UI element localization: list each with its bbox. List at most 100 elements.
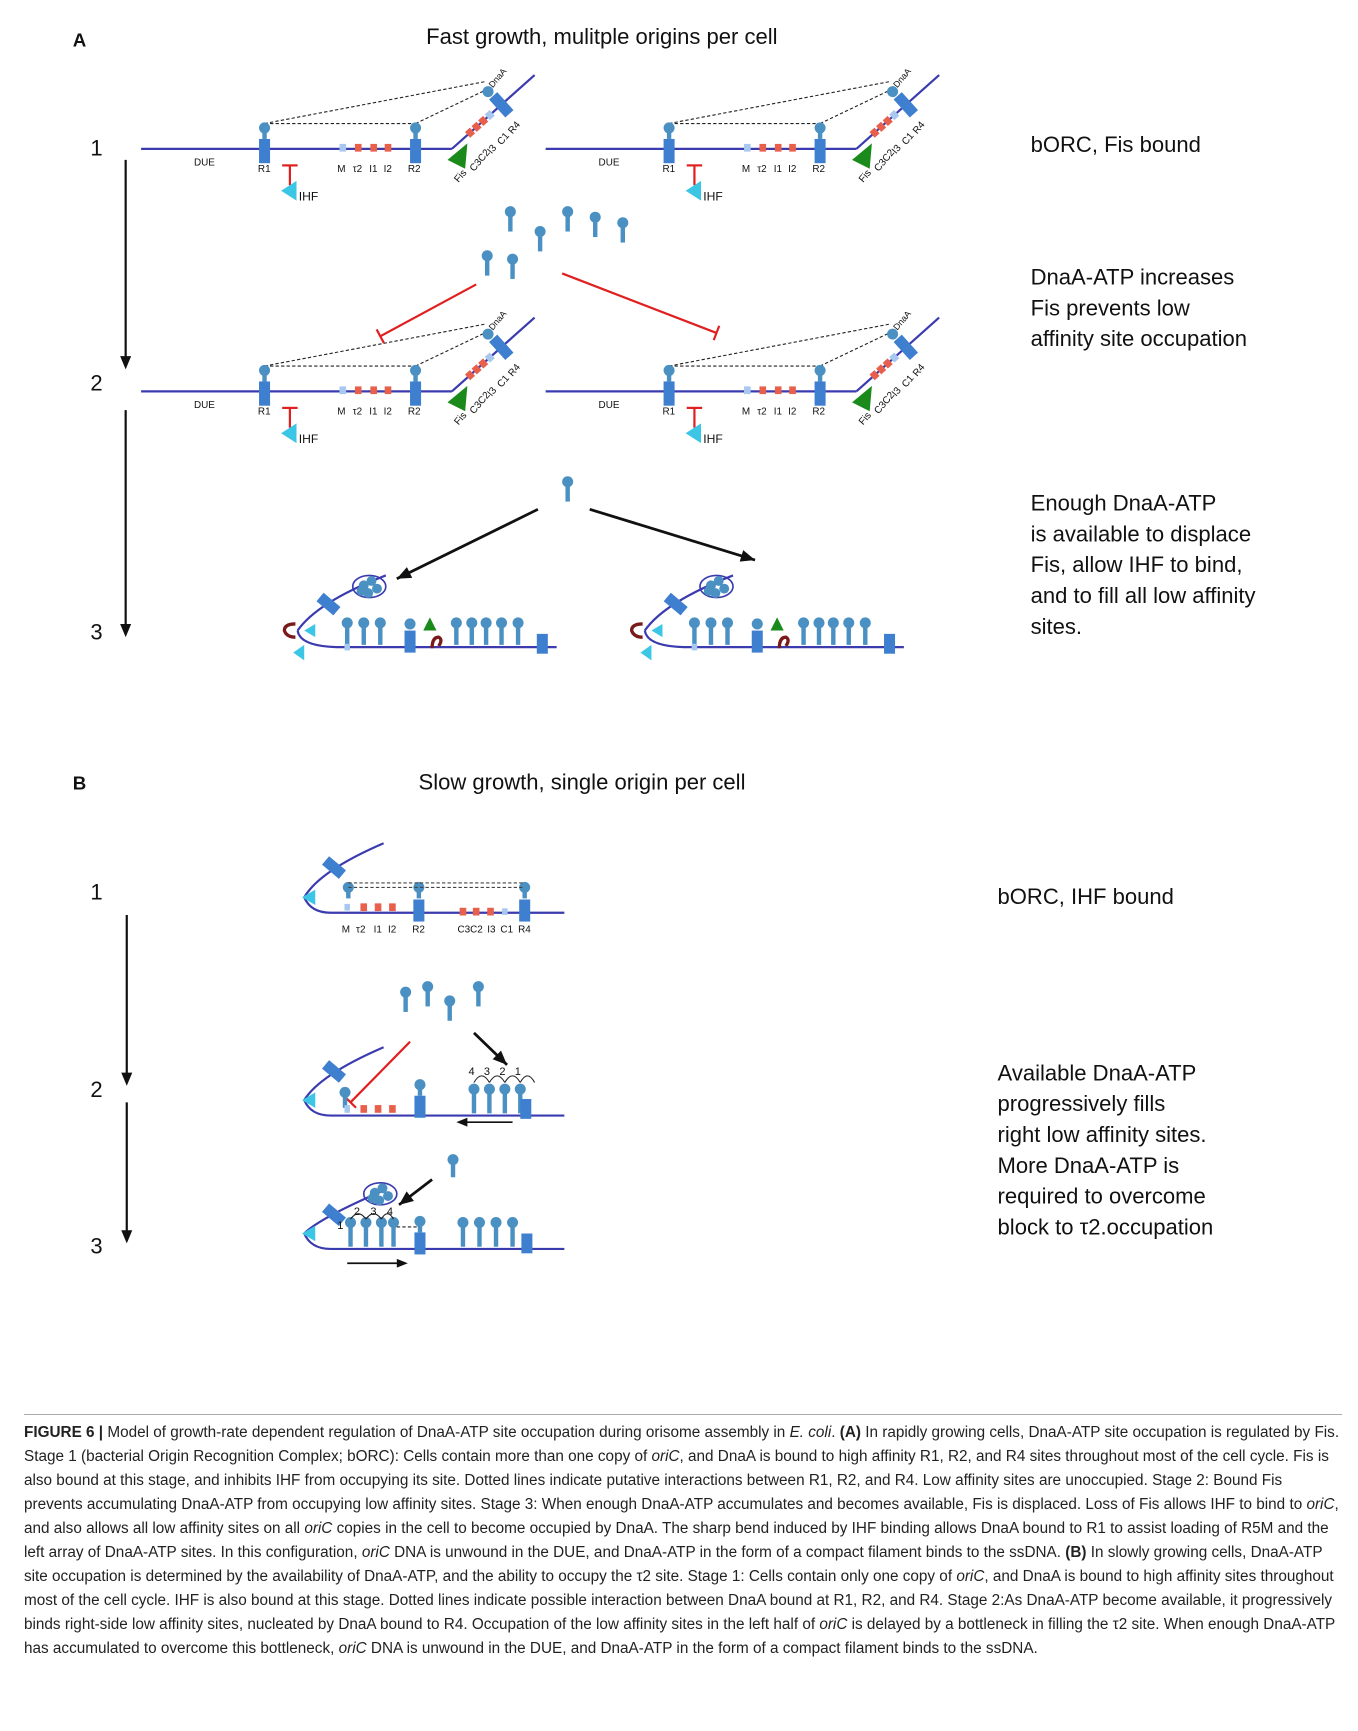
site — [414, 1096, 425, 1118]
arrow-head — [740, 550, 755, 561]
label: τ2 — [757, 164, 767, 175]
label: R2 — [412, 925, 425, 936]
label: M — [342, 925, 350, 936]
site — [360, 903, 367, 911]
caption-text: oriC — [1306, 1496, 1334, 1513]
label: R2 — [408, 407, 421, 418]
dnaa — [448, 1154, 459, 1165]
line — [562, 273, 716, 333]
caption-text: oriC — [819, 1616, 847, 1633]
site — [259, 139, 270, 163]
dnaa — [372, 584, 382, 594]
line — [397, 509, 538, 578]
site — [664, 381, 675, 405]
fis — [770, 617, 783, 630]
dnaa — [340, 1087, 351, 1098]
site — [414, 1232, 425, 1254]
site — [752, 631, 763, 653]
stage-note: right low affinity sites. — [998, 1122, 1207, 1147]
site — [460, 908, 467, 916]
line — [351, 1042, 411, 1103]
caption-text: DNA is unwound in the DUE, and DnaA-ATP … — [367, 1640, 1038, 1657]
label: 2 — [354, 1206, 360, 1218]
dnaa — [722, 617, 733, 628]
line — [669, 82, 889, 124]
label: R4 — [911, 362, 928, 379]
dnaa — [562, 476, 573, 487]
panel-label: B — [73, 772, 87, 793]
label: Fis — [452, 168, 469, 185]
stage-note: Fis, allow IHF to bind, — [1031, 552, 1243, 577]
dnaa — [358, 617, 369, 628]
stage-number: 1 — [90, 135, 102, 160]
label: R4 — [911, 119, 928, 136]
label: R4 — [518, 925, 531, 936]
dnaa — [505, 206, 516, 217]
site — [360, 1105, 367, 1113]
panel-title: Fast growth, mulitple origins per cell — [426, 24, 777, 49]
label: R1 — [258, 407, 271, 418]
stage-note: bORC, Fis bound — [1031, 132, 1201, 157]
fis — [423, 617, 436, 630]
dnaa — [515, 1084, 526, 1095]
ihf-bend — [632, 624, 643, 637]
dnaa — [719, 584, 729, 594]
site — [815, 381, 826, 405]
site — [370, 386, 377, 394]
site — [664, 139, 675, 163]
label: 2 — [499, 1066, 505, 1078]
caption-text: oriC — [304, 1520, 332, 1537]
label: τ2 — [353, 407, 363, 418]
unwound-origin — [284, 575, 556, 660]
site — [385, 386, 392, 394]
dnaa — [410, 122, 421, 133]
origin-diagram: 1234 — [302, 1183, 564, 1268]
arrow-head — [120, 356, 131, 369]
panel-label: A — [73, 29, 87, 50]
stage-note: sites. — [1031, 614, 1082, 639]
label: I2 — [384, 407, 393, 418]
label: DUE — [194, 157, 215, 168]
label: DUE — [599, 400, 620, 411]
label: R2 — [408, 164, 421, 175]
label: R2 — [812, 164, 825, 175]
label: M — [337, 164, 345, 175]
label: I2 — [788, 164, 797, 175]
arrow-head — [456, 1118, 467, 1127]
dnaa — [562, 206, 573, 217]
line — [265, 324, 485, 366]
label: 3 — [484, 1066, 490, 1078]
dnaa — [342, 617, 353, 628]
site — [410, 139, 421, 163]
stage-number: 2 — [90, 1077, 102, 1102]
dnaa — [422, 981, 433, 992]
site — [519, 900, 530, 922]
dnaa — [815, 365, 826, 376]
stage-note: is available to displace — [1031, 521, 1251, 546]
arrow-head — [120, 624, 131, 637]
label: IHF — [703, 190, 723, 204]
site — [413, 900, 424, 922]
label: IHF — [299, 190, 319, 204]
stage-note: and to fill all low affinity — [1031, 583, 1256, 608]
dnaa — [535, 226, 546, 237]
figure: A Fast growth, mulitple origins per cell 1… — [0, 0, 1358, 1400]
stage-number: 2 — [90, 370, 102, 395]
dnaa — [481, 617, 492, 628]
dnaa — [259, 122, 270, 133]
label: 3 — [370, 1206, 376, 1218]
site — [744, 144, 751, 152]
caption-text: Model of growth-rate dependent regulatio… — [107, 1424, 789, 1441]
label: τ2 — [356, 925, 366, 936]
unwound-origin — [632, 575, 904, 660]
dnaa — [499, 1084, 510, 1095]
dnaa — [828, 617, 839, 628]
dnaa — [383, 1191, 393, 1201]
ihf — [651, 624, 662, 637]
label: I2 — [384, 164, 393, 175]
ihf — [304, 624, 315, 637]
dnaa — [664, 365, 675, 376]
dnaa — [468, 1084, 479, 1095]
label: IHF — [703, 432, 723, 446]
